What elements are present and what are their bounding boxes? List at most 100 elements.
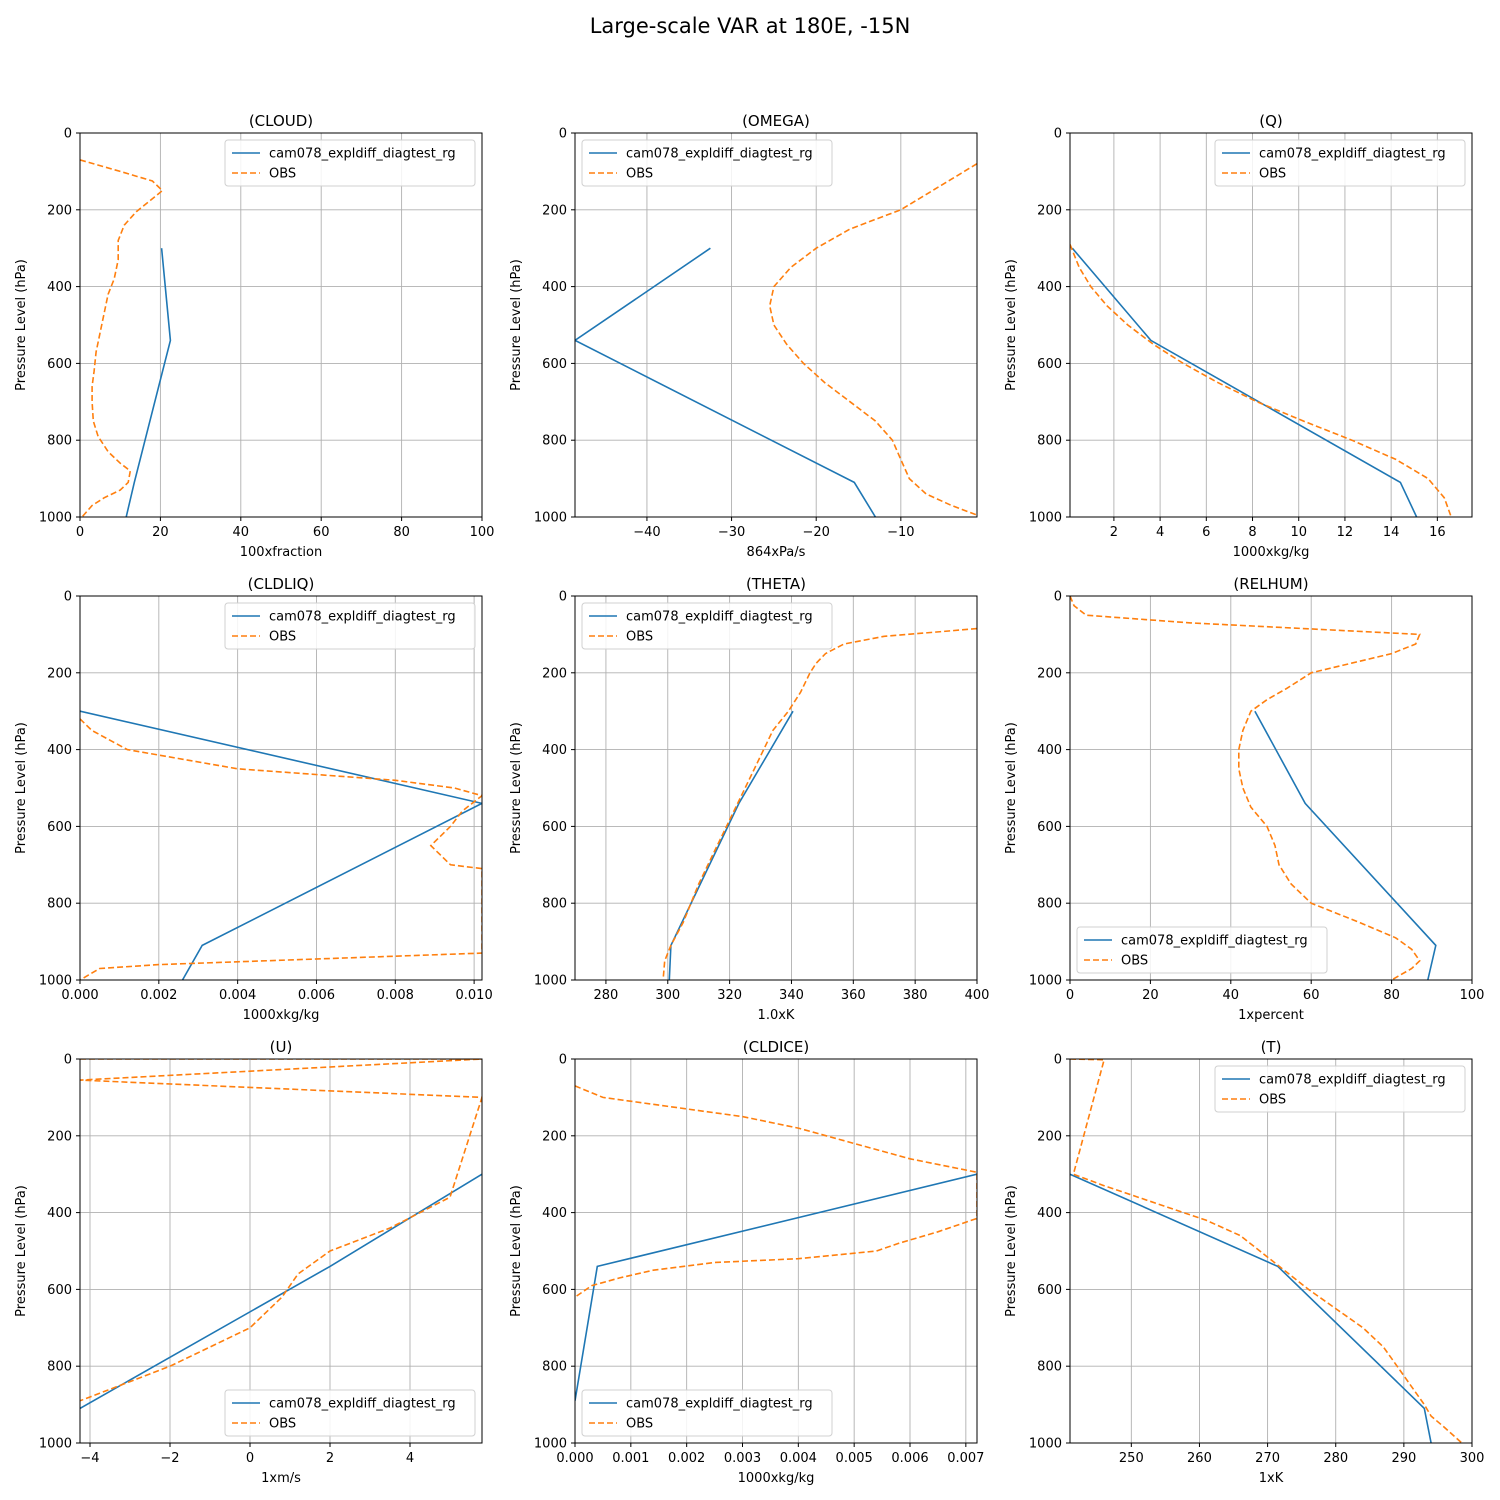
y-tick-label: 800: [542, 897, 567, 912]
chart-title: (OMEGA): [742, 112, 810, 130]
x-tick-label: 80: [1383, 988, 1400, 1003]
legend-label: cam078_expldiff_diagtest_rg: [269, 1397, 456, 1412]
y-tick-label: 1000: [1029, 1437, 1062, 1452]
legend: cam078_expldiff_diagtest_rg OBS: [224, 602, 476, 650]
x-tick-label: 360: [841, 988, 866, 1003]
chart-title: (CLDLIQ): [248, 575, 315, 593]
x-tick-label: 0: [1066, 988, 1074, 1003]
plot-frame: [1069, 132, 1473, 518]
y-tick-label: 600: [47, 357, 72, 372]
x-tick-label: 100: [1460, 988, 1485, 1003]
x-tick-label: 6: [1202, 525, 1210, 540]
x-tick-label: 340: [779, 988, 804, 1003]
plot-frame: [574, 595, 978, 981]
chart-panel-8: (T) 250 260 270 280 290 300 0 200 400 600 800 1000 1x…: [1004, 1038, 1484, 1486]
x-tick-label: −20: [802, 525, 829, 540]
series-obs-line: [662, 627, 977, 980]
y-tick-label: 1000: [39, 974, 72, 989]
chart-panel-7: (CLDICE) 0.000 0.001 0.002 0.003 0.004 0.005 0.…: [509, 1038, 984, 1486]
legend-box: [1214, 139, 1466, 187]
y-tick-label: 200: [1037, 1129, 1062, 1144]
chart-title: (CLOUD): [249, 112, 313, 130]
legend: cam078_expldiff_diagtest_rg OBS: [581, 139, 833, 187]
x-tick-label: 400: [965, 988, 990, 1003]
x-axis-label: 1xm/s: [261, 1471, 301, 1486]
x-tick-label: −2: [160, 1451, 179, 1466]
x-tick-label: 0.008: [377, 988, 414, 1003]
x-tick-label: 260: [1187, 1451, 1212, 1466]
y-tick-label: 400: [542, 280, 567, 295]
x-tick-label: 0: [76, 525, 84, 540]
x-tick-label: 16: [1429, 525, 1446, 540]
figure-title: Large-scale VAR at 180E, -15N: [589, 14, 911, 38]
series-model-line: [125, 248, 172, 517]
y-tick-label: 0: [1054, 127, 1062, 142]
series-obs-line: [768, 163, 977, 516]
legend-box: [581, 139, 833, 187]
chart-title: (T): [1261, 1038, 1282, 1056]
x-tick-label: 80: [393, 525, 410, 540]
y-tick-label: 0: [559, 590, 567, 605]
series-obs-line: [80, 1059, 482, 1402]
series-model-line: [668, 710, 794, 980]
series-obs-line: [575, 1085, 977, 1298]
x-tick-label: 0.004: [780, 1451, 817, 1466]
x-tick-label: 2: [326, 1451, 334, 1466]
x-tick-label: 0: [246, 1451, 254, 1466]
series-model-line: [80, 1173, 482, 1410]
legend-label: cam078_expldiff_diagtest_rg: [269, 610, 456, 625]
y-tick-label: 600: [1037, 1283, 1062, 1298]
x-tick-label: 60: [1303, 988, 1320, 1003]
x-tick-label: 40: [1223, 988, 1240, 1003]
x-axis-label: 1000xkg/kg: [738, 1471, 815, 1486]
x-tick-label: 300: [1460, 1451, 1485, 1466]
chart-panel-1: (OMEGA) −40 −30 −20 −10 0 200 400 600 800 1000 864x…: [509, 112, 978, 560]
plot-frame: [79, 1058, 483, 1444]
legend-label: cam078_expldiff_diagtest_rg: [269, 147, 456, 162]
x-tick-label: 20: [152, 525, 169, 540]
y-tick-label: 600: [542, 357, 567, 372]
plot-frame: [1069, 1058, 1473, 1444]
y-tick-label: 1000: [39, 1437, 72, 1452]
x-axis-label: 1xpercent: [1238, 1008, 1304, 1023]
y-tick-label: 600: [542, 1283, 567, 1298]
legend-label: OBS: [1121, 954, 1148, 969]
legend-label: cam078_expldiff_diagtest_rg: [1121, 934, 1308, 949]
y-tick-label: 400: [47, 280, 72, 295]
chart-title: (U): [270, 1038, 293, 1056]
legend-box: [224, 139, 476, 187]
series-model-line: [1070, 1173, 1432, 1443]
chart-title: (RELHUM): [1233, 575, 1308, 593]
x-tick-label: 280: [1323, 1451, 1348, 1466]
y-tick-label: 0: [64, 127, 72, 142]
y-tick-label: 200: [1037, 203, 1062, 218]
x-tick-label: 8: [1248, 525, 1256, 540]
legend-box: [1214, 1065, 1466, 1113]
x-axis-label: 864xPa/s: [747, 545, 806, 560]
x-tick-label: 280: [594, 988, 619, 1003]
legend: cam078_expldiff_diagtest_rg OBS: [581, 1389, 833, 1437]
x-tick-label: −40: [633, 525, 660, 540]
chart-title: (CLDICE): [743, 1038, 809, 1056]
legend-label: cam078_expldiff_diagtest_rg: [626, 1397, 813, 1412]
y-tick-label: 200: [47, 203, 72, 218]
y-tick-label: 800: [1037, 1360, 1062, 1375]
legend-label: OBS: [1259, 167, 1286, 182]
y-tick-label: 200: [47, 1129, 72, 1144]
legend-box: [581, 1389, 833, 1437]
y-axis-label: Pressure Level (hPa): [1004, 722, 1019, 854]
chart-panel-4: (THETA) 280 300 320 340 360 380 400 0 200 400 600 80…: [509, 575, 989, 1023]
y-tick-label: 800: [542, 1360, 567, 1375]
chart-panel-2: (Q) 2 4 6 8 10 12 14 16 0 200 400 600 800 1000 1000xkg/…: [1004, 112, 1473, 560]
legend: cam078_expldiff_diagtest_rg OBS: [1214, 1065, 1466, 1113]
y-tick-label: 0: [1054, 590, 1062, 605]
chart-title: (THETA): [746, 575, 806, 593]
x-tick-label: −4: [80, 1451, 99, 1466]
x-tick-label: 60: [313, 525, 330, 540]
series-obs-line: [80, 159, 164, 517]
plot-frame: [574, 1058, 978, 1444]
x-tick-label: 320: [717, 988, 742, 1003]
y-tick-label: 200: [542, 1129, 567, 1144]
plot-frame: [79, 132, 483, 518]
